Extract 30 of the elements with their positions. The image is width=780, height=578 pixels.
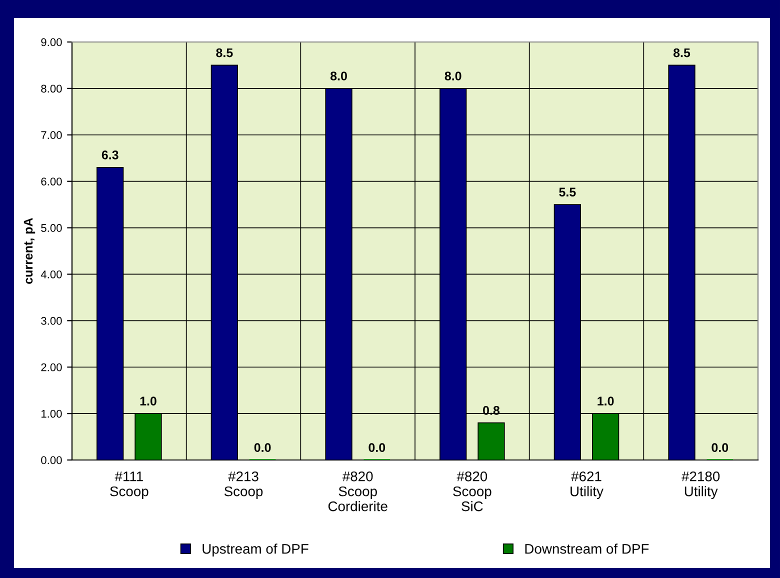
data-label: 5.5: [559, 188, 576, 197]
y-tick-label: 3.00: [41, 316, 62, 325]
data-label: 8.5: [216, 48, 233, 58]
y-tick-label: 9.00: [41, 38, 62, 46]
y-tick-label: 6.00: [41, 178, 62, 186]
data-label: 0.0: [368, 443, 386, 452]
y-tick-label: 7.00: [41, 131, 62, 140]
data-label: 8.0: [444, 72, 462, 80]
legend-label: Downstream of DPF: [525, 544, 649, 554]
y-tick-label: 5.00: [41, 224, 62, 232]
y-tick-label: 1.00: [42, 410, 62, 418]
data-label: 1.0: [598, 396, 614, 406]
data-label: 1.0: [140, 396, 156, 406]
data-label: 0.0: [254, 443, 271, 452]
x-tick-label: #111 Scoop: [110, 472, 148, 500]
x-tick-label: #820 Scoop SiC: [453, 471, 492, 512]
y-axis-title: current, pA: [24, 218, 36, 284]
x-tick-label: #2180 Utility: [682, 471, 720, 500]
x-tick-label: #621 Utility: [570, 471, 604, 500]
data-label: 8.5: [673, 48, 690, 58]
y-tick-label: 2.00: [41, 363, 62, 372]
data-label: 6.3: [102, 150, 118, 160]
data-label: 0.0: [712, 443, 728, 452]
y-tick-label: 4.00: [40, 270, 62, 278]
y-tick-label: 0.00: [41, 456, 62, 464]
y-tick-label: 8.00: [41, 84, 62, 93]
legend-label: Upstream of DPF: [202, 544, 308, 557]
x-tick-label: #820 Scoop Cordierite: [328, 471, 388, 512]
x-tick-label: #213 Scoop: [224, 471, 263, 500]
data-label: 8.0: [330, 72, 347, 80]
